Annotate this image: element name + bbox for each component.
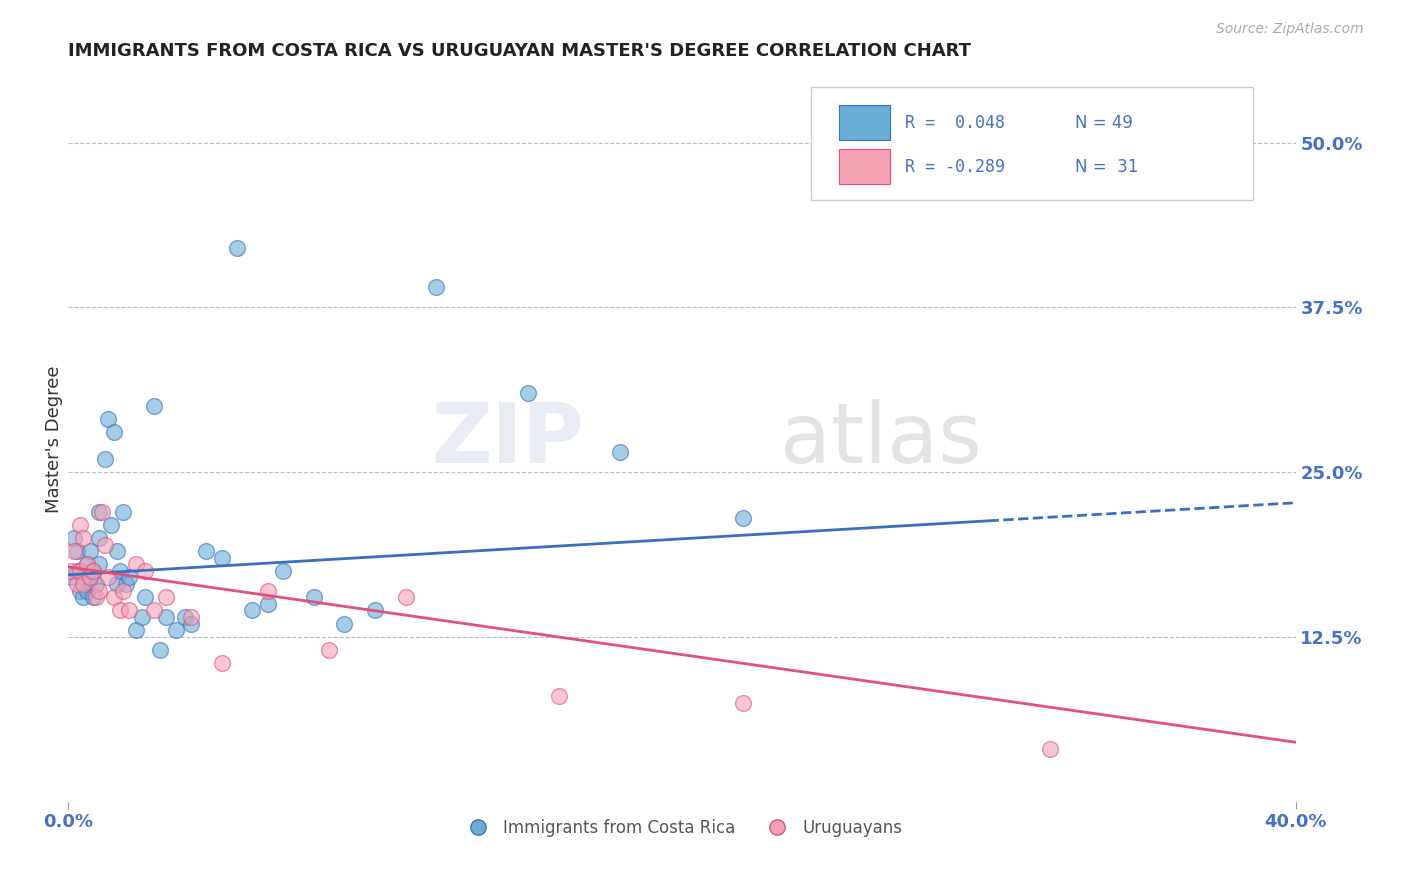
Point: [364, 603, 387, 617]
Point: [110, 603, 132, 617]
Point: [180, 610, 202, 624]
Point: [131, 610, 153, 624]
Point: [94, 537, 117, 551]
Point: [97, 570, 120, 584]
Point: [66, 564, 89, 578]
Point: [63, 544, 86, 558]
Point: [256, 583, 278, 598]
Point: [118, 570, 141, 584]
Point: [271, 564, 294, 578]
Point: [733, 696, 755, 710]
Point: [79, 544, 101, 558]
Point: [143, 603, 166, 617]
Legend: Immigrants from Costa Rica, Uruguayans: Immigrants from Costa Rica, Uruguayans: [456, 813, 908, 844]
Point: [124, 558, 146, 572]
Point: [69, 564, 91, 578]
Point: [84, 577, 107, 591]
Point: [155, 610, 177, 624]
Point: [87, 531, 110, 545]
Point: [60, 564, 83, 578]
Point: [63, 531, 86, 545]
Point: [84, 591, 107, 605]
Point: [548, 689, 571, 703]
Point: [82, 564, 104, 578]
Point: [94, 451, 117, 466]
Point: [82, 564, 104, 578]
Point: [69, 517, 91, 532]
Point: [76, 558, 98, 572]
Point: [1039, 742, 1062, 756]
Point: [79, 570, 101, 584]
Text: IMMIGRANTS FROM COSTA RICA VS URUGUAYAN MASTER'S DEGREE CORRELATION CHART: IMMIGRANTS FROM COSTA RICA VS URUGUAYAN …: [67, 42, 972, 60]
Point: [118, 603, 141, 617]
Text: ZIP: ZIP: [432, 399, 583, 480]
Point: [517, 386, 540, 401]
Point: [333, 616, 356, 631]
Point: [395, 591, 418, 605]
Point: [195, 544, 218, 558]
Text: Source: ZipAtlas.com: Source: ZipAtlas.com: [1216, 22, 1364, 37]
Point: [124, 624, 146, 638]
Point: [134, 564, 156, 578]
Point: [112, 505, 135, 519]
Point: [112, 583, 135, 598]
Point: [69, 583, 91, 598]
Point: [76, 558, 98, 572]
Point: [425, 280, 447, 294]
Point: [110, 564, 132, 578]
Point: [149, 643, 172, 657]
Text: R =  0.048: R = 0.048: [905, 113, 1005, 132]
Text: N =  31: N = 31: [1074, 158, 1137, 176]
Point: [103, 425, 125, 440]
FancyBboxPatch shape: [839, 149, 890, 184]
Point: [103, 591, 125, 605]
FancyBboxPatch shape: [839, 105, 890, 140]
Point: [155, 591, 177, 605]
Point: [225, 241, 247, 255]
Point: [256, 597, 278, 611]
Point: [733, 511, 755, 525]
Point: [100, 517, 122, 532]
Point: [211, 656, 233, 670]
Point: [66, 544, 89, 558]
Point: [76, 583, 98, 598]
Point: [90, 505, 112, 519]
Point: [87, 558, 110, 572]
Point: [105, 544, 128, 558]
Point: [609, 445, 631, 459]
Point: [180, 616, 202, 631]
Point: [318, 643, 340, 657]
Point: [240, 603, 263, 617]
Text: R = -0.289: R = -0.289: [905, 158, 1005, 176]
Point: [115, 577, 138, 591]
Point: [60, 570, 83, 584]
Point: [105, 577, 128, 591]
Point: [66, 577, 89, 591]
Point: [87, 505, 110, 519]
Text: atlas: atlas: [780, 399, 981, 480]
Point: [97, 412, 120, 426]
Point: [165, 624, 187, 638]
Point: [72, 591, 94, 605]
FancyBboxPatch shape: [811, 87, 1253, 200]
Point: [87, 583, 110, 598]
Point: [134, 591, 156, 605]
Point: [72, 577, 94, 591]
Point: [82, 591, 104, 605]
Point: [143, 399, 166, 413]
Text: N = 49: N = 49: [1074, 113, 1132, 132]
Point: [173, 610, 195, 624]
Point: [72, 570, 94, 584]
Point: [211, 550, 233, 565]
Point: [79, 570, 101, 584]
Point: [302, 591, 325, 605]
Point: [72, 531, 94, 545]
Y-axis label: Master's Degree: Master's Degree: [45, 366, 62, 513]
